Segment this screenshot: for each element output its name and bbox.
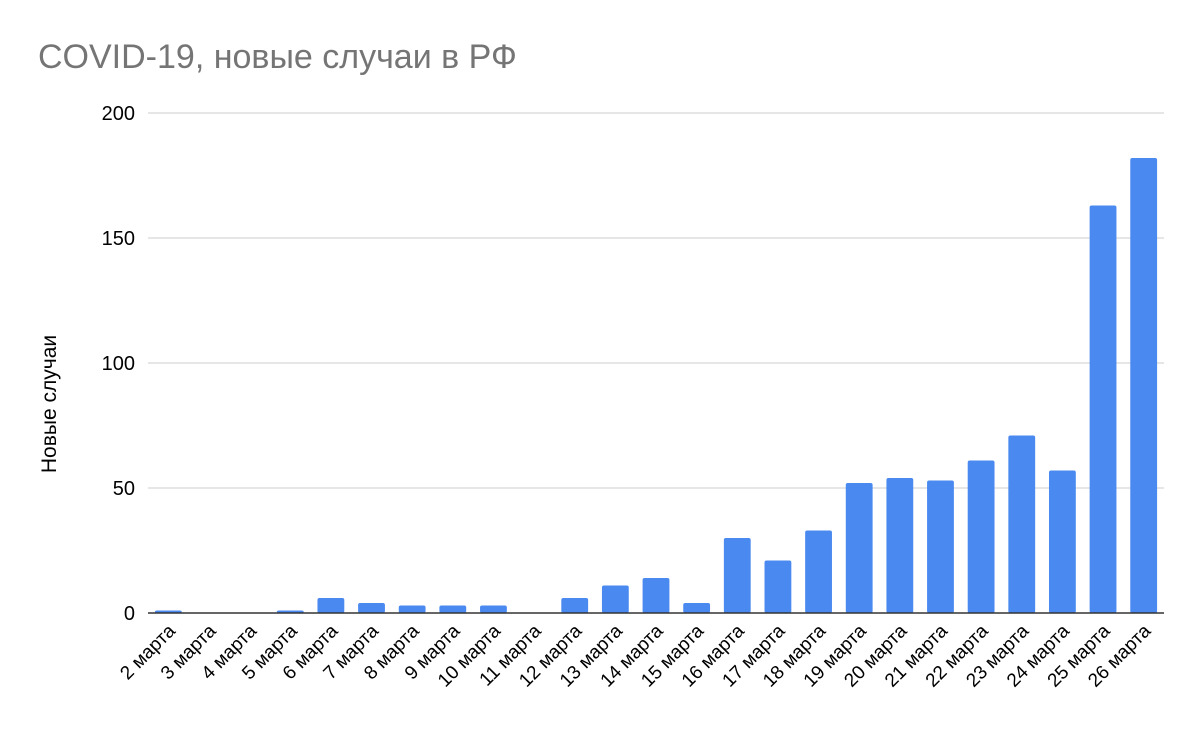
bar xyxy=(317,598,345,613)
bar xyxy=(480,605,507,613)
bar xyxy=(601,585,629,613)
y-axis-label: Новые случаи xyxy=(38,335,61,473)
y-axis-ticks: 0 50 100 150 200 xyxy=(102,103,135,625)
bar xyxy=(358,603,385,613)
bar xyxy=(886,478,914,613)
bars xyxy=(154,158,1158,613)
bar xyxy=(683,603,711,613)
y-tick-label: 50 xyxy=(113,478,135,500)
y-tick-label: 100 xyxy=(102,353,135,375)
bar xyxy=(805,530,832,613)
bar xyxy=(845,483,873,613)
bar xyxy=(1008,435,1036,613)
bar xyxy=(642,578,670,613)
bar xyxy=(1089,205,1117,613)
gridlines xyxy=(148,112,1164,489)
bar xyxy=(967,460,995,613)
bar xyxy=(1048,470,1076,613)
bar xyxy=(723,538,751,613)
y-tick-label: 150 xyxy=(102,228,135,250)
bar xyxy=(927,480,954,613)
bar xyxy=(561,598,589,613)
bar xyxy=(1130,158,1158,613)
bar xyxy=(398,605,426,613)
y-tick-label: 200 xyxy=(102,103,135,125)
bar xyxy=(764,560,792,613)
chart-title: COVID-19, новые случаи в РФ xyxy=(38,38,517,76)
bar xyxy=(439,605,467,613)
y-tick-label: 0 xyxy=(124,603,135,625)
